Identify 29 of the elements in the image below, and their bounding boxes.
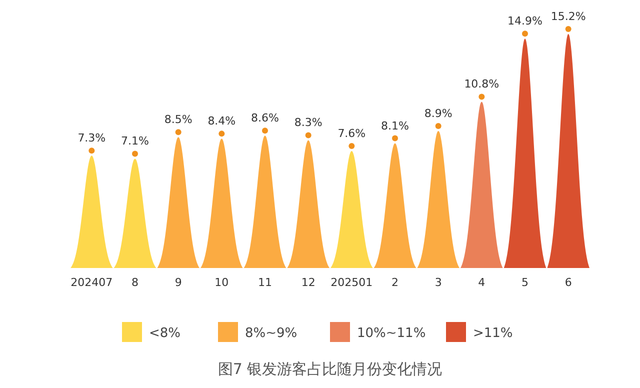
x-tick-label: 9: [174, 276, 182, 289]
data-label: 8.1%: [381, 119, 409, 132]
data-label: 8.5%: [164, 113, 192, 126]
data-label: 14.9%: [508, 14, 542, 28]
x-tick-label: 4: [478, 276, 486, 289]
legend-label: 10%~11%: [357, 326, 426, 341]
data-label: 15.2%: [550, 10, 586, 23]
x-tick-label: 6: [564, 276, 572, 289]
legend-label: <8%: [149, 326, 181, 341]
data-label: 8.3%: [294, 116, 322, 130]
x-tick-label: 12: [301, 276, 316, 289]
data-label: 7.6%: [338, 127, 366, 140]
data-label: 7.1%: [121, 134, 149, 148]
x-tick-label: 10: [214, 276, 229, 289]
x-tick-label: 8: [132, 276, 138, 289]
x-tick-label: 202407: [70, 276, 113, 289]
data-label: 10.8%: [464, 78, 500, 91]
data-label: 7.3%: [78, 132, 106, 145]
data-label: 8.6%: [251, 112, 279, 125]
x-tick-label: 11: [258, 276, 272, 289]
x-tick-label: 5: [522, 276, 528, 289]
data-label: 8.9%: [424, 106, 452, 120]
x-tick-label: 3: [434, 276, 442, 289]
x-tick-label: 2: [392, 276, 398, 289]
data-label: 8.4%: [208, 114, 236, 128]
text: 图7 银发游客占比随月份变化情况: [218, 360, 442, 378]
legend-label: 8%~9%: [245, 326, 298, 341]
x-tick-label: 202501: [330, 276, 373, 289]
legend-label: >11%: [473, 326, 513, 341]
